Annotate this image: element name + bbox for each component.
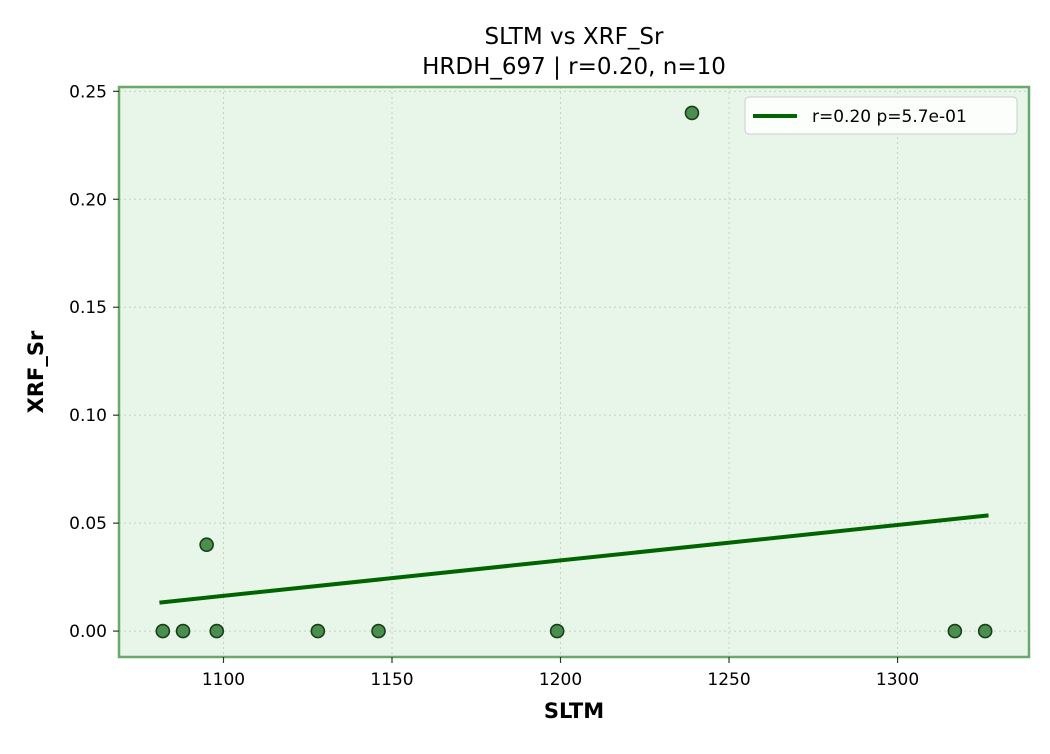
plot-border: [117, 85, 1031, 659]
fit-line: [159, 513, 989, 605]
data-point: [209, 623, 225, 639]
x-axis-label: SLTM: [544, 699, 604, 723]
y-tick-label: 0.00: [69, 622, 107, 642]
y-tick-label: 0.20: [69, 190, 107, 210]
x-tick-label: 1250: [707, 670, 750, 690]
data-point: [947, 623, 963, 639]
data-point: [155, 623, 171, 639]
data-point: [684, 105, 700, 121]
fit-line-layer: [159, 513, 989, 605]
data-points: [155, 105, 993, 639]
x-tick-label: 1200: [539, 670, 582, 690]
axis-ticks: 1100 1150 1200 1250 1300 0.00 0.05 0.10 0.15 0.20…: [69, 82, 919, 690]
y-tick-label: 0.05: [69, 514, 107, 534]
data-point: [371, 623, 386, 639]
y-tick-label: 0.25: [69, 82, 107, 102]
x-tick-label: 1100: [202, 670, 245, 690]
grid-lines: [119, 87, 1029, 657]
data-point: [199, 537, 214, 553]
plot-area: [119, 87, 1029, 657]
data-point: [175, 623, 191, 639]
y-tick-label: 0.10: [69, 406, 107, 426]
legend: r=0.20 p=5.7e-01: [744, 96, 1018, 135]
data-point: [310, 623, 326, 639]
data-point: [549, 623, 565, 639]
legend-box: [744, 96, 1018, 135]
legend-entry-label: r=0.20 p=5.7e-01: [812, 107, 967, 127]
chart-subtitle: HRDH_697 | r=0.20, n=10: [422, 54, 726, 80]
y-axis-label: XRF_Sr: [24, 330, 48, 413]
x-tick-label: 1150: [370, 670, 413, 690]
chart-title: SLTM vs XRF_Sr: [485, 24, 664, 50]
x-tick-label: 1300: [876, 670, 919, 690]
data-point: [977, 623, 993, 639]
y-tick-label: 0.15: [69, 298, 107, 318]
